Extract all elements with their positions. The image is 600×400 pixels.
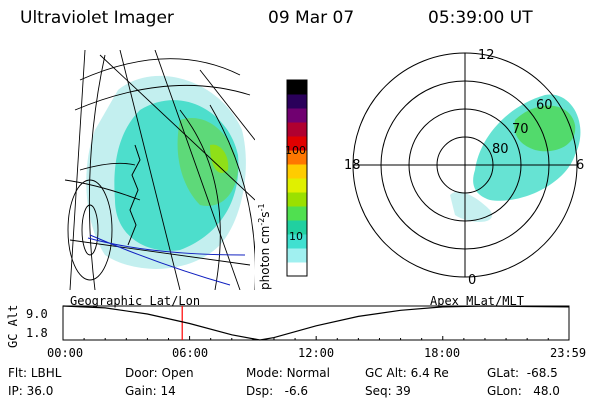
colorbar-segment [287, 262, 307, 277]
colorbar-segment [287, 122, 307, 137]
colorbar-segment [287, 150, 307, 165]
xtick-18-00: 18:00 [424, 346, 461, 360]
colorbar-tick-100: 100 [285, 144, 306, 157]
info-flt: Flt: LBHL [8, 366, 62, 380]
ytick-9: 9.0 [26, 307, 48, 321]
colorbar: 100 10 photon cm-2s-1 [257, 79, 308, 290]
colorbar-axis-label: photon cm-2s-1 [257, 203, 272, 290]
colorbar-segment [287, 192, 307, 207]
colorbar-segment [287, 220, 307, 235]
colorbar-tick-10: 10 [289, 230, 303, 243]
info-door: Door: Open [125, 366, 194, 380]
map-emission-core [177, 118, 238, 206]
altitude-timeline [62, 305, 570, 341]
mlt-label-0: 0 [468, 273, 476, 285]
polar-emission-faint [450, 191, 492, 222]
colorbar-segment [287, 80, 307, 95]
mlt-label-12: 12 [478, 48, 495, 63]
info-mode: Mode: Normal [246, 366, 330, 380]
colorbar-segment [287, 206, 307, 221]
map-emission-hot [210, 144, 229, 173]
polar-emission-core [514, 105, 576, 152]
info-gain: Gain: 14 [125, 384, 176, 398]
info-glat: GLat: -68.5 [487, 366, 558, 380]
geographic-label: Geographic Lat/Lon [70, 294, 201, 308]
info-ip: IP: 36.0 [8, 384, 54, 398]
colorbar-segment [287, 234, 307, 249]
xtick-23-59: 23:59 [550, 346, 587, 360]
ytick-1-8: 1.8 [26, 326, 48, 340]
geographic-map [64, 50, 255, 290]
polar-plot: 12 18 6 0 60 70 80 [344, 48, 584, 285]
apex-label: Apex MLat/MLT [430, 294, 524, 308]
gc-alt-series-line [62, 305, 570, 341]
date-label: 09 Mar 07 [268, 8, 355, 28]
mlt-label-18: 18 [344, 158, 361, 173]
info-gc-alt: GC Alt: 6.4 Re [365, 366, 449, 380]
info-dsp: Dsp: -6.6 [246, 384, 309, 398]
colorbar-segment [287, 108, 307, 123]
timeline-frame [62, 305, 570, 341]
colorbar-segment [287, 94, 307, 109]
time-label: 05:39:00 UT [428, 8, 533, 28]
mlat-label-80: 80 [492, 142, 509, 157]
info-glon: GLon: 48.0 [487, 384, 560, 398]
instrument-title: Ultraviolet Imager [20, 8, 174, 28]
mlat-label-70: 70 [512, 122, 529, 137]
mlt-label-6: 6 [576, 158, 584, 173]
colorbar-segment [287, 136, 307, 151]
xtick-00-00: 00:00 [47, 346, 84, 360]
mlat-label-60: 60 [536, 98, 553, 113]
xtick-12-00: 12:00 [298, 346, 335, 360]
colorbar-segment [287, 164, 307, 179]
colorbar-segment [287, 248, 307, 263]
info-seq: Seq: 39 [365, 384, 411, 398]
colorbar-segment [287, 178, 307, 193]
xtick-06-00: 06:00 [172, 346, 209, 360]
